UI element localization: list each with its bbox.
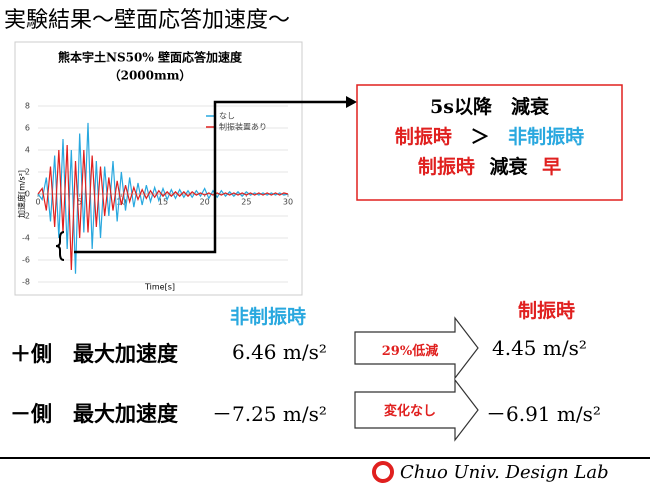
logo <box>372 461 394 483</box>
arrow-head <box>346 96 357 108</box>
callout-box <box>356 84 623 201</box>
cell: －7.25 m/s² <box>212 402 327 426</box>
row-label: ＋側 最大加速度 <box>10 341 178 366</box>
slide-title: 実験結果～壁面応答加速度～ <box>4 8 291 33</box>
callout-line: 制振時 減衰 早 <box>357 152 622 179</box>
arrow-label: 変化なし <box>383 404 436 419</box>
callout-line: 5s以降 減衰 <box>430 96 549 118</box>
callout-text: 減衰 <box>489 156 528 178</box>
x-tick-label: 15 <box>158 198 168 207</box>
callout-text: 制振時 <box>394 126 452 148</box>
chart-subtitle: （2000mm） <box>109 68 192 83</box>
connector <box>74 100 348 254</box>
series-line <box>37 122 289 274</box>
cell: 6.46 m/s² <box>232 340 327 364</box>
y-tick-label: 8 <box>25 102 30 111</box>
y-tick-label: 0 <box>25 190 30 199</box>
bracket <box>55 231 65 261</box>
y-tick-label: -2 <box>22 212 30 221</box>
row-label: －側 最大加速度 <box>10 401 178 426</box>
x-tick-label: 25 <box>241 198 251 207</box>
cell: 4.45 m/s² <box>492 336 587 360</box>
x-axis-label: Time[s] <box>144 283 175 292</box>
x-tick-label: 0 <box>35 198 40 207</box>
callout-line: 制振時 ＞ 非制振時 <box>357 122 622 149</box>
arrow-shape <box>354 378 479 442</box>
chart-frame <box>14 41 303 296</box>
column-header: 制振時 <box>518 300 576 322</box>
x-tick-label: 30 <box>283 198 293 207</box>
arrow-label: 29%低減 <box>381 344 439 359</box>
x-tick-label: 5 <box>77 198 82 207</box>
legend-label: 制振装置あり <box>219 122 267 132</box>
cell: －6.91 m/s² <box>486 402 601 426</box>
y-tick-label: 4 <box>25 146 30 155</box>
callout-text: ＞ <box>470 126 490 148</box>
series-line <box>37 145 289 271</box>
y-tick-label: -6 <box>22 256 30 265</box>
arrow-shape <box>354 316 479 380</box>
callout-text: 非制振時 <box>508 126 585 148</box>
y-tick-label: 6 <box>25 124 30 133</box>
x-tick-label: 20 <box>200 198 210 207</box>
legend-label: なし <box>219 112 235 121</box>
y-tick-label: 2 <box>25 168 30 177</box>
callout-text: 制振時 <box>417 156 475 178</box>
y-tick-label: -4 <box>22 234 30 243</box>
chart-title: 熊本宇土NS50% 壁面応答加速度 <box>58 50 243 65</box>
y-tick-label: -8 <box>22 278 30 287</box>
footer-text: Chuo Univ. Design Lab <box>400 462 609 483</box>
callout-text: 早 <box>542 156 562 178</box>
y-axis-label: 加速度[m/s²] <box>17 170 27 218</box>
column-header: 非制振時 <box>230 306 307 328</box>
